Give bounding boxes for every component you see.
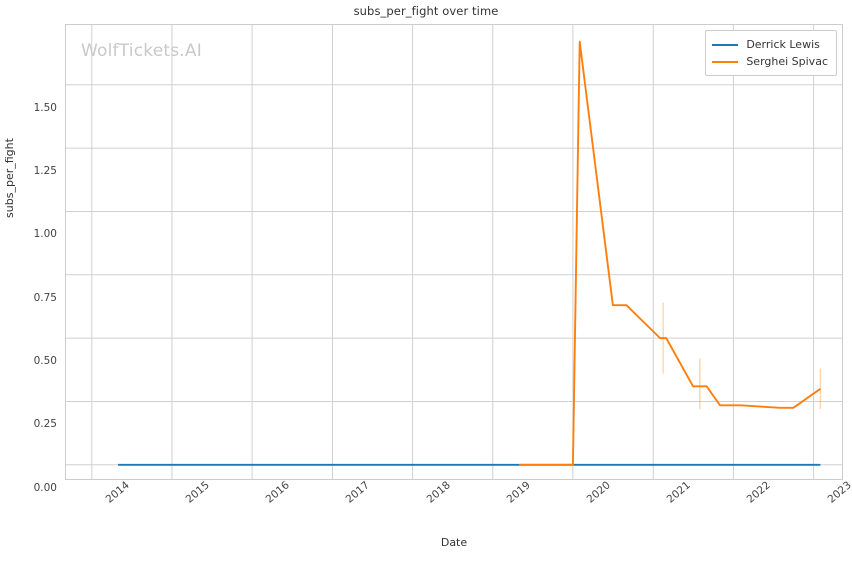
legend-color-swatch xyxy=(712,43,739,46)
x-tick-label: 2017 xyxy=(344,479,373,506)
y-tick-label: 1.50 xyxy=(33,101,57,114)
x-tick-label: 2022 xyxy=(745,479,774,506)
y-tick-label: 1.00 xyxy=(33,228,57,241)
x-tick-label: 2019 xyxy=(504,479,533,506)
plot-canvas xyxy=(65,24,843,480)
series-line xyxy=(519,40,821,466)
x-tick-label: 2014 xyxy=(103,479,132,506)
legend-color-swatch xyxy=(712,60,739,63)
x-axis-label: Date xyxy=(440,536,468,549)
data-series xyxy=(118,40,821,466)
gridlines xyxy=(65,24,843,480)
chart-legend[interactable]: Derrick Lewis Serghei Spivac xyxy=(705,30,837,76)
legend-label: Derrick Lewis xyxy=(746,38,820,51)
y-axis-tick-labels: 0.00 0.25 0.50 0.75 1.00 1.25 1.50 xyxy=(0,24,60,493)
y-tick-label: 0.50 xyxy=(33,355,57,368)
chart-title: subs_per_fight over time xyxy=(353,4,499,18)
legend-label: Serghei Spivac xyxy=(746,55,828,68)
y-tick-label: 0.00 xyxy=(33,481,57,494)
y-tick-label: 0.25 xyxy=(33,418,57,431)
y-tick-label: 1.25 xyxy=(33,165,57,178)
x-tick-label: 2015 xyxy=(183,479,212,506)
legend-item[interactable]: Derrick Lewis xyxy=(712,36,828,53)
x-tick-label: 2016 xyxy=(263,479,292,506)
y-tick-label: 0.75 xyxy=(33,291,57,304)
legend-item[interactable]: Serghei Spivac xyxy=(712,53,828,70)
x-tick-label: 2021 xyxy=(664,479,694,506)
x-tick-label: 2023 xyxy=(825,479,852,506)
x-tick-label: 2020 xyxy=(584,479,613,506)
x-tick-label: 2018 xyxy=(424,479,453,506)
x-axis-tick-labels: 2014 2015 2016 2017 2018 2019 2020 2021 2022 2023 xyxy=(0,479,852,540)
plot-area: WolfTickets.AI Derrick Lewis Serghei Spiv… xyxy=(65,24,843,480)
plot-border xyxy=(65,24,843,480)
